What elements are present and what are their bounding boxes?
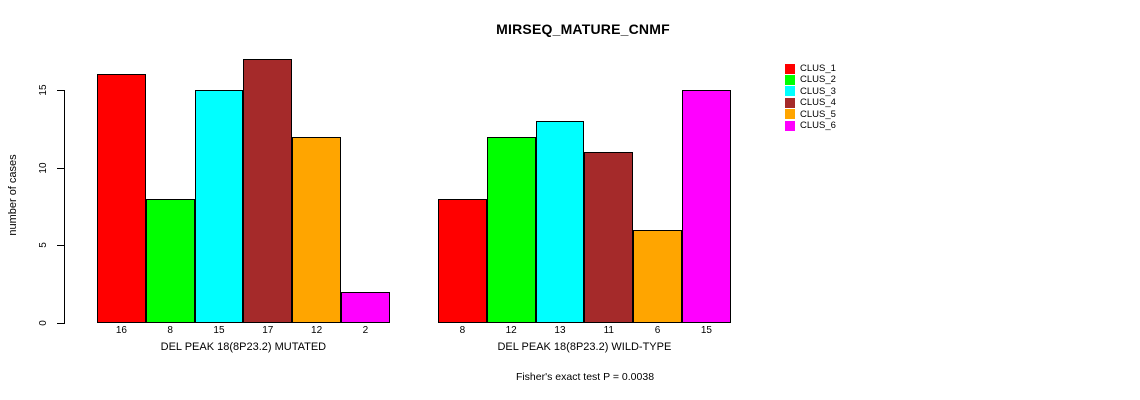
legend-swatch-icon bbox=[785, 109, 795, 120]
legend: CLUS_1 CLUS_2 CLUS_3 CLUS_4 CLUS_5 CLUS_6 bbox=[785, 63, 836, 131]
legend-label: CLUS_4 bbox=[800, 97, 836, 109]
bar-clus_1-group1 bbox=[97, 74, 146, 323]
bar-clus_4-group2 bbox=[584, 152, 634, 323]
y-tick-mark bbox=[57, 323, 64, 324]
y-axis-line bbox=[64, 90, 65, 324]
legend-label: CLUS_1 bbox=[800, 63, 836, 74]
bar-clus_3-group1 bbox=[194, 90, 244, 323]
y-tick-mark bbox=[57, 167, 64, 169]
legend-swatch-icon bbox=[785, 120, 795, 131]
bar-value-label: 8 bbox=[167, 325, 173, 336]
bar-value-label: 15 bbox=[700, 325, 712, 336]
bar-clus_2-group2 bbox=[486, 136, 536, 323]
bar-value-label: 13 bbox=[554, 325, 566, 336]
bar-clus_4-group1 bbox=[243, 58, 293, 323]
legend-swatch-icon bbox=[785, 75, 795, 86]
y-tick-label: 5 bbox=[38, 242, 49, 249]
bar-clus_3-group2 bbox=[535, 121, 585, 323]
y-tick-mark bbox=[57, 245, 64, 247]
bar-clus_2-group1 bbox=[145, 198, 195, 323]
bar-value-label: 16 bbox=[115, 325, 127, 336]
bar-value-label: 15 bbox=[213, 325, 225, 336]
bar-clus_5-group1 bbox=[292, 136, 341, 323]
bar-value-label: 12 bbox=[505, 325, 517, 336]
bar-clus_6-group1 bbox=[341, 291, 390, 323]
legend-item-clus_2: CLUS_2 bbox=[785, 74, 836, 85]
fisher-test-note: Fisher's exact test P = 0.0038 bbox=[515, 371, 655, 383]
legend-item-clus_1: CLUS_1 bbox=[785, 63, 836, 74]
bar-value-label: 6 bbox=[654, 325, 661, 336]
y-axis-title: number of cases bbox=[7, 154, 19, 236]
legend-label: CLUS_3 bbox=[800, 85, 836, 97]
legend-item-clus_3: CLUS_3 bbox=[785, 86, 836, 97]
legend-label: CLUS_5 bbox=[800, 108, 836, 120]
legend-item-clus_6: CLUS_6 bbox=[785, 120, 836, 131]
bar-value-label: 11 bbox=[603, 325, 614, 336]
bar-clus_1-group2 bbox=[438, 198, 487, 323]
legend-label: CLUS_6 bbox=[800, 119, 836, 131]
legend-item-clus_4: CLUS_4 bbox=[785, 97, 836, 108]
bar-value-label: 2 bbox=[362, 325, 369, 336]
y-tick-label: 15 bbox=[38, 84, 49, 96]
bar-value-label: 17 bbox=[262, 325, 274, 336]
bar-value-label: 8 bbox=[459, 325, 466, 336]
y-tick-label: 0 bbox=[38, 320, 49, 326]
legend-swatch-icon bbox=[785, 63, 795, 74]
legend-item-clus_5: CLUS_5 bbox=[785, 109, 836, 120]
y-tick-mark bbox=[57, 90, 64, 91]
legend-swatch-icon bbox=[785, 97, 795, 108]
y-tick-label: 10 bbox=[38, 162, 49, 174]
bar-clus_6-group2 bbox=[682, 90, 731, 323]
legend-swatch-icon bbox=[785, 86, 795, 97]
x-axis-group-label: DEL PEAK 18(8P23.2) MUTATED bbox=[160, 341, 327, 353]
bar-clus_5-group2 bbox=[633, 229, 682, 323]
chart-title: MIRSEQ_MATURE_CNMF bbox=[496, 21, 670, 37]
bar-value-label: 12 bbox=[311, 325, 323, 336]
x-axis-group-label: DEL PEAK 18(8P23.2) WILD-TYPE bbox=[497, 341, 672, 353]
legend-label: CLUS_2 bbox=[800, 74, 836, 86]
